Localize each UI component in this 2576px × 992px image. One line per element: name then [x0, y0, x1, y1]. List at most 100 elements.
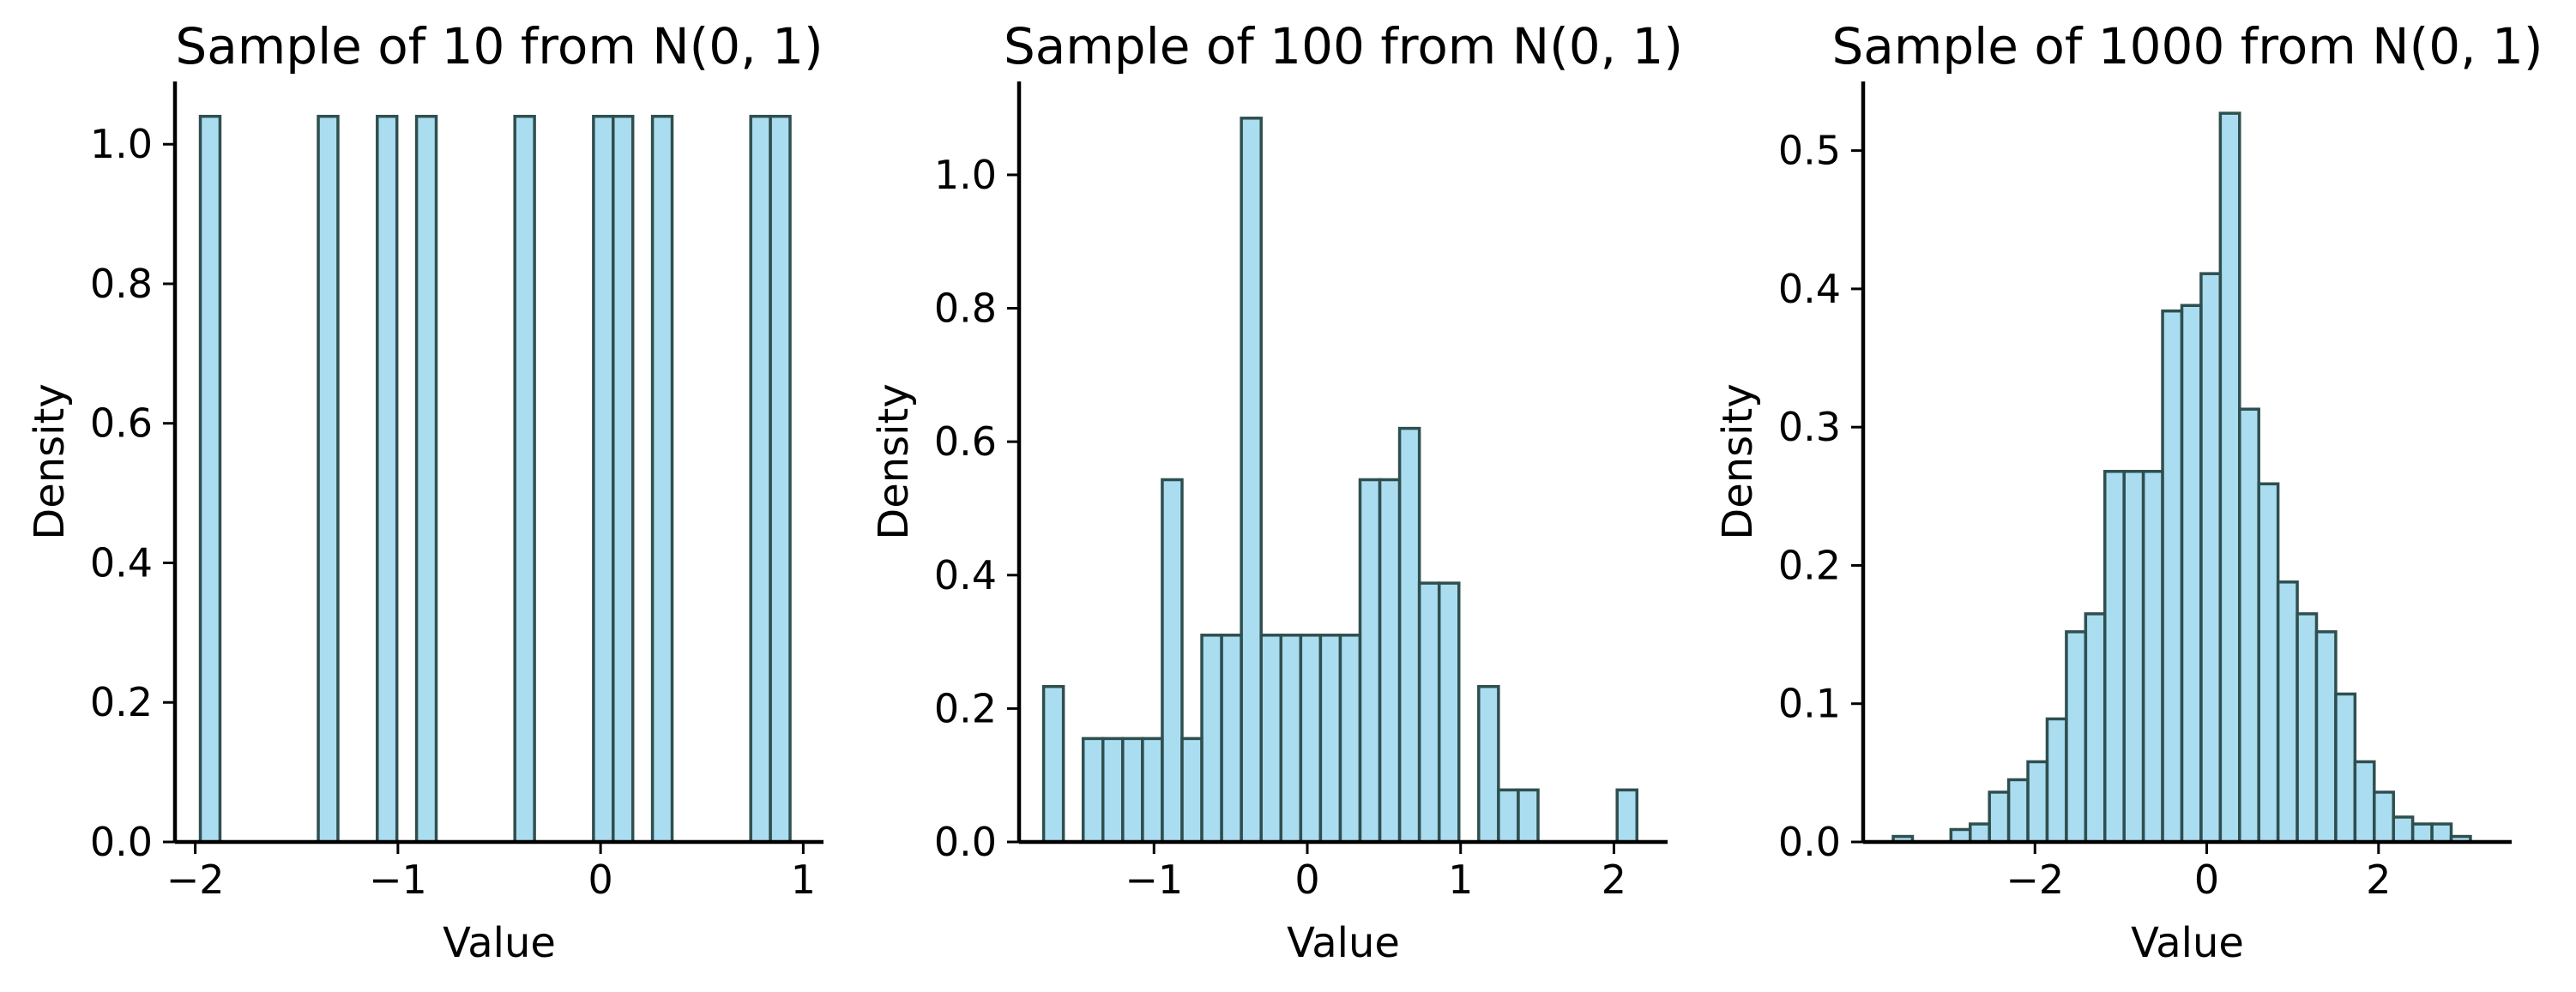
x-tick-label: 2: [2366, 857, 2391, 903]
histogram-bar: [2084, 612, 2107, 844]
bars: [198, 114, 792, 844]
histogram-bar: [2180, 304, 2203, 844]
y-tick-label: 0.8: [90, 261, 153, 307]
y-tick-label: 0.6: [90, 400, 153, 447]
histogram-bar: [1200, 634, 1223, 844]
histogram-bar: [749, 114, 772, 844]
histogram-bar: [1299, 634, 1323, 844]
chart-title: Sample of 100 from N(0, 1): [1004, 17, 1683, 75]
y-tick-label: 0.2: [90, 679, 153, 725]
histogram-bar: [2141, 470, 2164, 844]
histogram-bar: [1477, 684, 1500, 844]
histogram-bar: [650, 114, 674, 844]
histogram-bar: [1121, 736, 1144, 844]
histogram-bar: [1141, 736, 1164, 844]
x-axis-label: Value: [2131, 919, 2244, 967]
x-tick-label: −1: [369, 857, 427, 903]
histogram-bar: [2257, 482, 2280, 844]
panel-sample-100: Sample of 100 from N(0, 1) Value Density…: [870, 17, 1683, 967]
histogram-bar: [513, 114, 536, 844]
y-tick-label: 0.6: [934, 418, 997, 465]
histogram-bar: [317, 114, 340, 844]
histogram-bar: [376, 114, 399, 844]
histogram-bar: [2161, 309, 2184, 844]
histogram-bar: [2026, 760, 2049, 844]
histogram-bar: [1101, 736, 1125, 844]
y-tick-label: 0.5: [1778, 128, 1841, 174]
y-tick-label: 0.0: [1778, 819, 1841, 865]
histogram-bar: [1318, 634, 1342, 844]
x-axis-label: Value: [443, 919, 556, 967]
y-tick-label: 0.2: [1778, 542, 1841, 588]
panel-sample-1000: Sample of 1000 from N(0, 1) Value Densit…: [1714, 17, 2543, 967]
histogram-bar: [2122, 470, 2145, 844]
histogram-bar: [769, 114, 792, 844]
histogram-bar: [2045, 717, 2068, 844]
histogram-bar: [1279, 634, 1303, 844]
histogram-bar: [1041, 684, 1065, 844]
histogram-bar: [1615, 788, 1639, 844]
histogram-bar: [2410, 822, 2434, 844]
histogram-bar: [1988, 791, 2011, 844]
histogram-bar: [2065, 630, 2088, 844]
x-tick-label: 0: [2194, 857, 2219, 903]
y-tick-label: 1.0: [934, 152, 997, 198]
y-axis-label: Density: [1714, 383, 1762, 539]
y-tick-label: 0.2: [934, 685, 997, 731]
y-tick-label: 0.1: [1778, 681, 1841, 727]
chart-title: Sample of 10 from N(0, 1): [175, 17, 823, 75]
histogram-bar: [2334, 692, 2357, 844]
histogram-bar: [1417, 581, 1441, 844]
histogram-bar: [2103, 470, 2126, 844]
x-axis-label: Value: [1287, 919, 1400, 967]
y-tick-label: 0.0: [934, 819, 997, 865]
x-tick-label: 1: [791, 857, 816, 903]
histogram-bar: [1240, 117, 1263, 844]
histogram-bar: [1437, 581, 1461, 844]
histogram-bar: [592, 114, 615, 844]
histogram-bar: [2353, 760, 2376, 844]
histogram-bar: [414, 114, 438, 844]
bars: [1891, 111, 2472, 844]
histogram-bar: [1220, 634, 1243, 844]
x-tick-label: 0: [588, 857, 612, 903]
histogram-bar: [1081, 736, 1105, 844]
y-tick-label: 0.3: [1778, 404, 1841, 450]
histogram-bar: [2373, 791, 2395, 844]
histogram-bar: [2276, 580, 2299, 844]
x-tick-label: −2: [2006, 857, 2064, 903]
y-axis-label: Density: [870, 383, 918, 539]
x-tick-label: 1: [1448, 857, 1473, 903]
histogram-bar: [1180, 736, 1204, 844]
histogram-bar: [1517, 788, 1540, 844]
histogram-bar: [1259, 634, 1283, 844]
histogram-bar: [1358, 478, 1382, 844]
histogram-bar: [1969, 822, 1991, 844]
y-axis-label: Density: [26, 383, 74, 539]
histogram-bar: [2218, 111, 2241, 844]
histogram-bar: [2314, 630, 2338, 844]
y-tick-label: 0.4: [1778, 266, 1841, 312]
histogram-bar: [1397, 426, 1421, 844]
x-tick-label: −2: [166, 857, 225, 903]
y-tick-label: 0.8: [934, 286, 997, 332]
x-tick-label: 0: [1294, 857, 1319, 903]
panel-sample-10: Sample of 10 from N(0, 1) Value Density …: [26, 17, 823, 967]
histogram-bar: [1378, 478, 1402, 844]
bars: [1041, 117, 1639, 844]
x-tick-label: −1: [1125, 857, 1183, 903]
histogram-bar: [1497, 788, 1520, 844]
x-tick-label: 2: [1602, 857, 1626, 903]
histogram-bar: [1338, 634, 1362, 844]
histogram-bar: [2430, 822, 2453, 844]
histogram-bar: [2199, 272, 2223, 844]
chart-title: Sample of 1000 from N(0, 1): [1831, 17, 2543, 75]
histogram-bar: [612, 114, 635, 844]
y-tick-label: 0.4: [934, 552, 997, 598]
histogram-bar: [1161, 478, 1184, 844]
histogram-bar: [198, 114, 222, 844]
histogram-bar: [2238, 407, 2260, 844]
y-tick-label: 1.0: [90, 121, 153, 167]
